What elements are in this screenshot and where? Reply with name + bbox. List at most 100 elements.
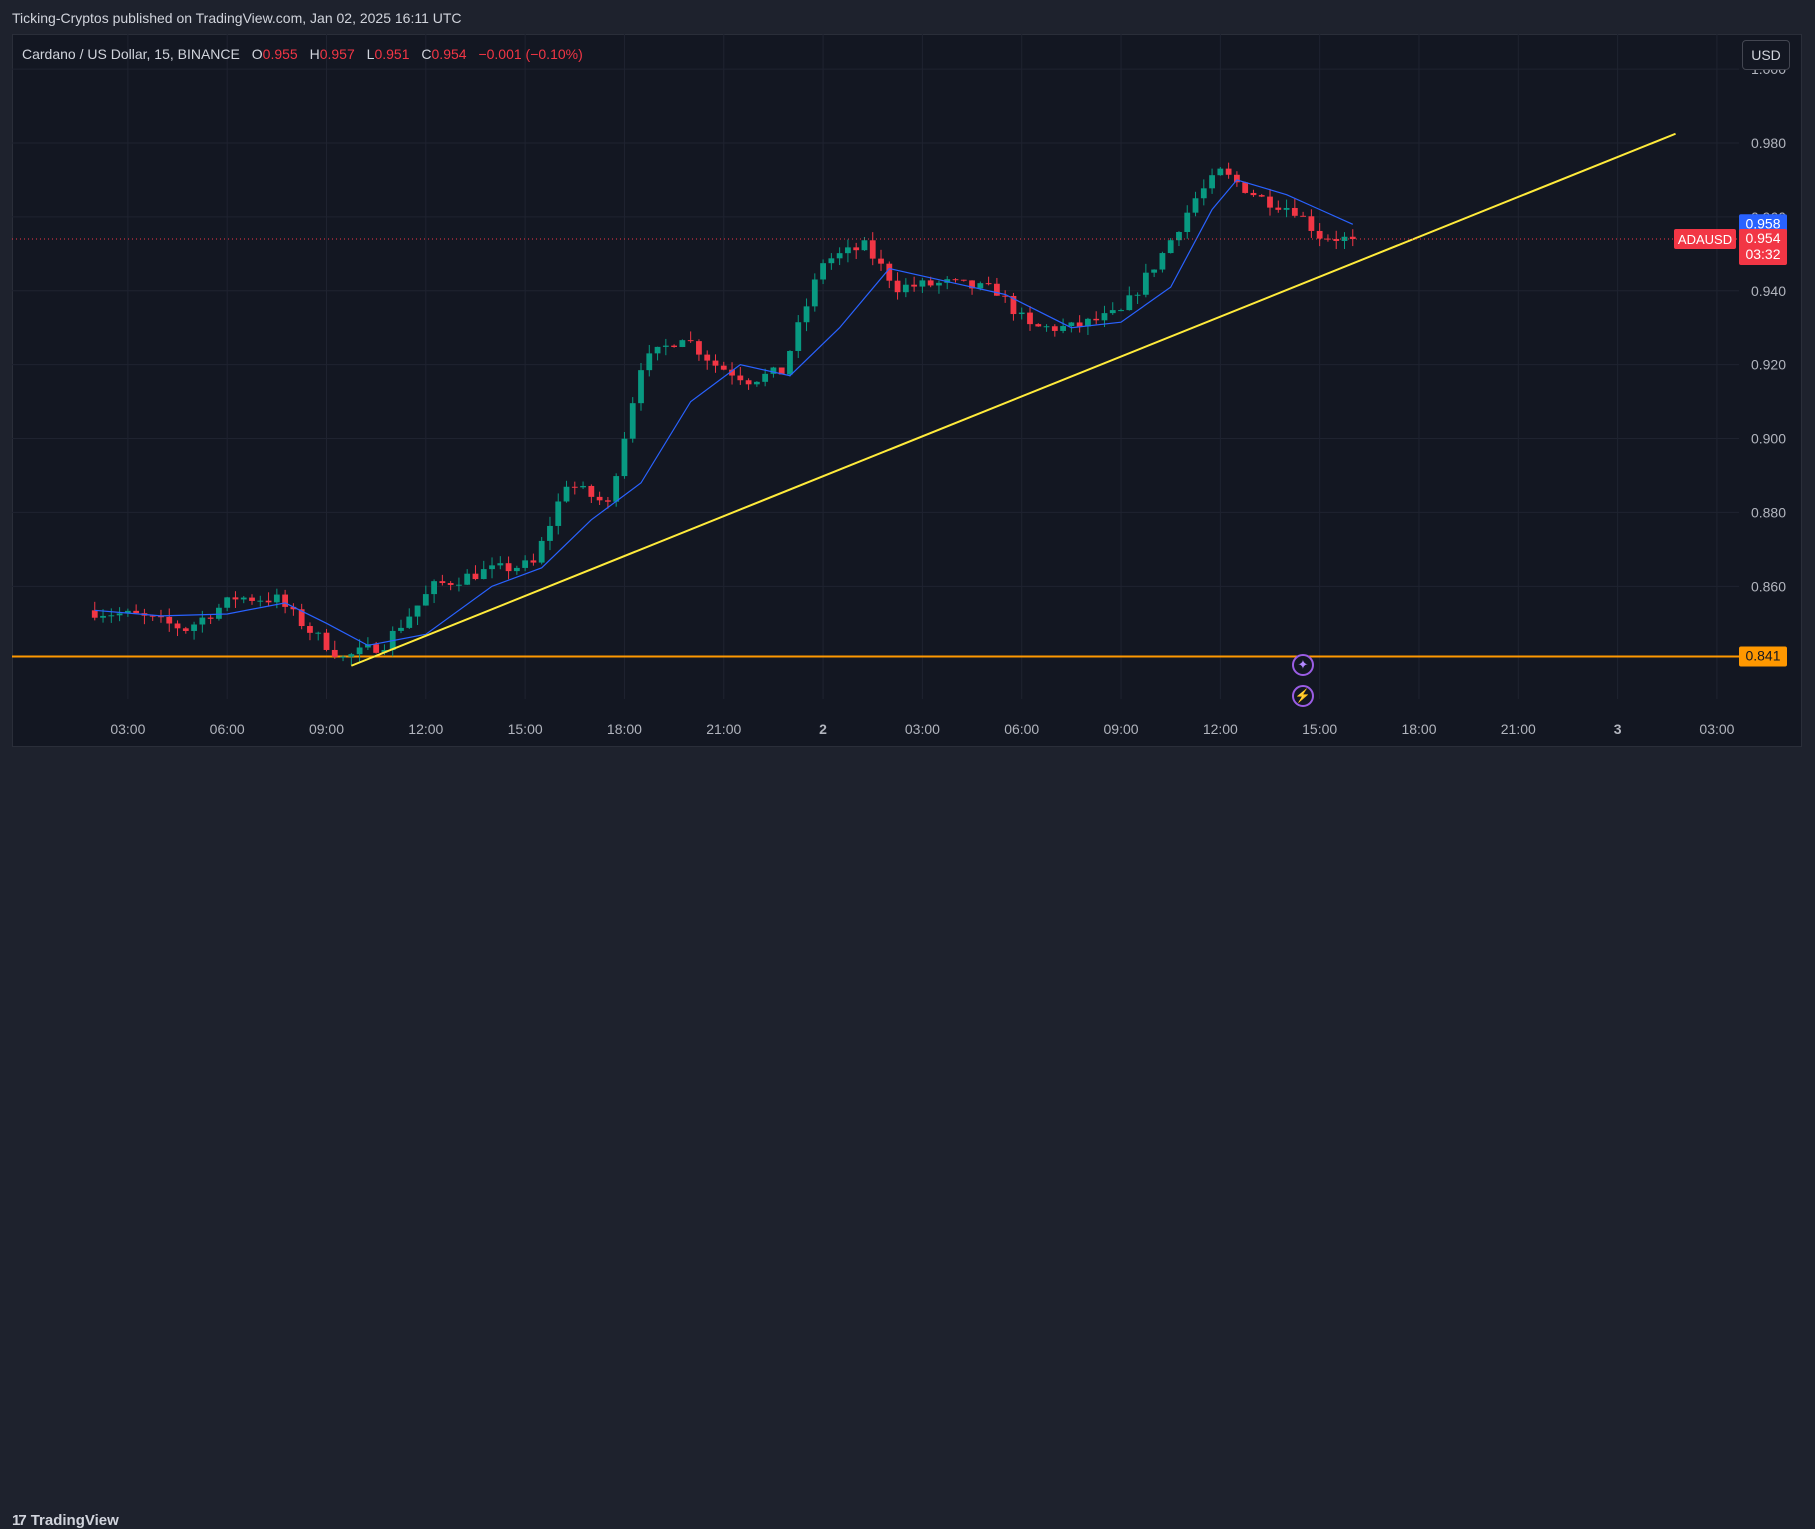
candle-body [613, 476, 620, 502]
tradingview-logo-text: TradingView [30, 1512, 119, 1529]
candle-body [729, 369, 735, 376]
footer: 17 TradingView [0, 752, 1815, 1529]
candle-body [1027, 312, 1033, 325]
price-chart[interactable]: 1.0000.9800.9600.9400.9200.9000.8800.860… [12, 34, 1802, 747]
candle-body [1217, 168, 1224, 176]
candle-body [1109, 310, 1116, 314]
candle-body [538, 540, 545, 563]
candle-body [522, 560, 529, 568]
candle-body [654, 346, 661, 354]
candle-body [422, 594, 429, 606]
candle-body [1300, 215, 1307, 217]
y-tick-label: 0.860 [1751, 578, 1786, 594]
candle-body [1134, 294, 1141, 296]
support-price-tag-bg [1739, 646, 1787, 667]
candle-body [1051, 326, 1058, 331]
ma-price-tag-text: 0.958 [1745, 215, 1780, 231]
candle-body [555, 501, 562, 526]
candle-body [1076, 322, 1083, 327]
currency-button[interactable]: USD [1742, 40, 1790, 70]
candle-body [1209, 175, 1215, 189]
candle-body [1118, 310, 1124, 312]
candle-body [249, 597, 255, 601]
candle-body [969, 280, 975, 289]
x-tick-label: 15:00 [1302, 721, 1337, 737]
tradingview-logo[interactable]: 17 TradingView [12, 1512, 119, 1529]
candle-body [696, 341, 702, 355]
candle-body [116, 613, 123, 616]
candle-body [1151, 269, 1158, 273]
last-price-tag-bg [1739, 229, 1787, 266]
candle-body [1093, 318, 1100, 321]
candle-body [1159, 253, 1166, 270]
candle-body [1176, 232, 1182, 241]
candle-body [712, 360, 719, 366]
candle-body [778, 367, 785, 375]
candle-body [1002, 295, 1009, 297]
legend-open-label: O [251, 46, 263, 62]
candle-body [886, 263, 893, 281]
legend-symbol: Cardano / US Dollar, 15, BINANCE [22, 46, 240, 62]
y-tick-label: 0.920 [1751, 357, 1786, 373]
candle-body [671, 345, 678, 347]
candle-body [1308, 216, 1315, 231]
candle-body [1142, 272, 1149, 295]
candle-body [133, 610, 140, 614]
candle-body [1126, 295, 1133, 311]
candle-body [265, 600, 272, 603]
candle-body [414, 605, 421, 617]
candle-body [166, 616, 173, 624]
x-tick-label: 09:00 [1104, 721, 1139, 737]
last-price-tag-text: 03:32 [1745, 246, 1780, 262]
candle-body [282, 594, 289, 607]
candle-body [174, 623, 181, 629]
candle-body [191, 624, 197, 631]
legend-low-label: L [366, 46, 375, 62]
candle-body [108, 615, 115, 617]
candle-body [902, 284, 909, 293]
candle-body [1043, 326, 1050, 328]
candle-body [91, 610, 98, 618]
candle-body [480, 569, 487, 580]
candle-body [158, 616, 164, 618]
lightning-icon[interactable]: ⚡ [1292, 685, 1314, 707]
candle-body [1283, 207, 1290, 210]
candle-body [100, 615, 106, 618]
candle-body [1267, 196, 1273, 208]
candle-body [431, 581, 437, 595]
x-tick-label: 09:00 [309, 721, 344, 737]
x-tick-label: 03:00 [905, 721, 940, 737]
x-tick-label: 03:00 [1699, 721, 1734, 737]
candle-body [811, 279, 818, 307]
candle-body [745, 380, 752, 385]
legend-low-value: 0.951 [374, 46, 410, 62]
sparkle-icon[interactable]: ✦ [1292, 654, 1314, 676]
candle-body [1101, 313, 1108, 321]
candle-body [447, 583, 454, 585]
candle-body [257, 600, 264, 602]
candle-body [1192, 198, 1199, 213]
candle-body [762, 373, 769, 382]
candle-body [1167, 240, 1174, 254]
candle-body [182, 628, 189, 631]
legend-open-value: 0.955 [262, 46, 298, 62]
candle-body [927, 280, 934, 286]
candle-body [224, 597, 231, 608]
top-bar: Ticking-Cryptos published on TradingView… [0, 0, 1815, 34]
candle-body [820, 263, 826, 280]
candle-body [472, 573, 479, 580]
candle-body [580, 485, 586, 488]
symbol-tag-bg [1674, 229, 1736, 250]
x-tick-label: 12:00 [408, 721, 443, 737]
candle-body [753, 381, 760, 385]
candle-body [845, 247, 851, 254]
trendline[interactable] [350, 132, 1676, 667]
candle-body [232, 597, 239, 600]
candle-body [290, 606, 297, 610]
candle-body [1242, 182, 1249, 193]
candle-body [1060, 326, 1066, 331]
candle-body [1258, 195, 1265, 197]
candle-body [1325, 238, 1331, 240]
candle-body [307, 626, 313, 633]
y-tick-label: 0.880 [1751, 504, 1786, 520]
